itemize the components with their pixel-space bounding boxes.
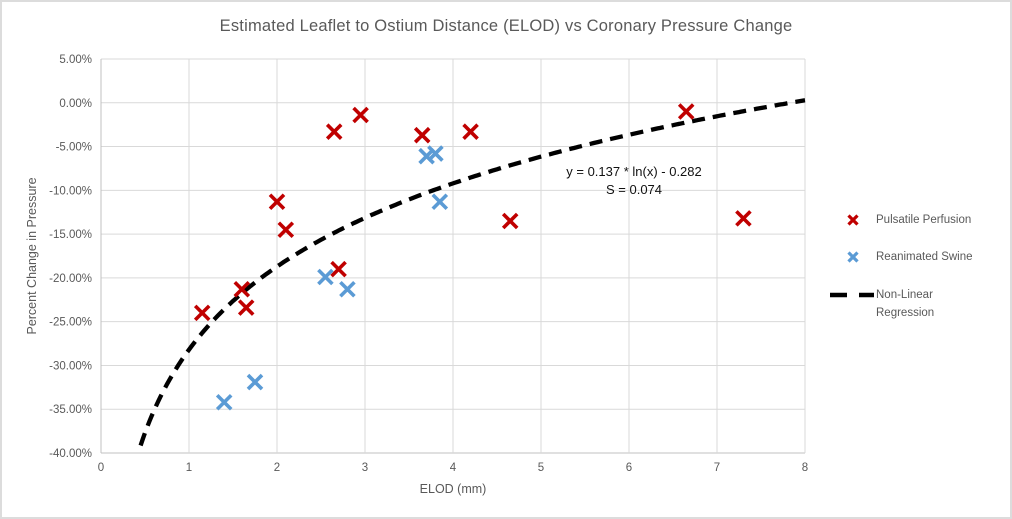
x-tick-label: 6 [626, 462, 632, 474]
y-tick-label: -5.00% [56, 142, 92, 154]
x-tick-label: 8 [802, 462, 808, 474]
y-tick-label: 0.00% [59, 98, 92, 110]
legend-label-pulsatile: Pulsatile Perfusion [876, 214, 972, 226]
y-axis-title: Percent Change in Pressure [25, 177, 39, 335]
data-point-x-marker [277, 221, 295, 239]
y-tick-label: -10.00% [49, 185, 92, 197]
regression-s-value: S = 0.074 [605, 182, 663, 197]
data-point-x-marker [427, 145, 444, 162]
legend-item-reanimated: Reanimated Swine [846, 250, 973, 264]
data-point-x-marker [193, 304, 211, 322]
y-tick-label: -35.00% [49, 404, 92, 416]
data-point-x-marker [352, 106, 369, 124]
data-point-x-marker [735, 210, 752, 227]
data-point-x-marker [431, 193, 449, 210]
y-tick-label: -20.00% [49, 273, 92, 285]
x-tick-label: 0 [98, 462, 104, 474]
x-axis-title: ELOD (mm) [419, 482, 487, 496]
x-tick-label: 3 [362, 462, 368, 474]
x-tick-label: 4 [450, 462, 457, 474]
data-point-x-marker [462, 123, 479, 140]
data-point-x-marker [413, 126, 431, 144]
data-point-x-marker [330, 260, 347, 278]
data-point-x-marker [677, 103, 695, 120]
chart-title: Estimated Leaflet to Ostium Distance (EL… [219, 17, 793, 35]
y-tick-label: -25.00% [49, 317, 92, 329]
data-point-x-marker [339, 280, 356, 298]
data-point-x-marker [237, 299, 255, 316]
pulsatile-x-icon [847, 214, 859, 226]
data-point-x-marker [246, 373, 264, 391]
reanimated-x-icon [847, 251, 859, 263]
x-tick-label: 5 [538, 462, 544, 474]
legend-item-pulsatile: Pulsatile Perfusion [846, 213, 971, 227]
x-tick-label: 1 [186, 462, 192, 474]
data-point-x-marker [325, 123, 343, 140]
data-point-x-marker [501, 212, 519, 230]
data-point-x-marker [317, 268, 334, 286]
regression-annotation: y = 0.137 * ln(x) - 0.282 S = 0.074 [519, 163, 749, 199]
legend-item-regression: Non-Linear Regression [876, 286, 934, 322]
data-point-x-marker [268, 193, 286, 210]
legend-label-regression-line2: Regression [876, 307, 935, 319]
y-tick-label: -40.00% [49, 448, 92, 460]
y-tick-label: 5.00% [59, 54, 92, 66]
regression-curve [138, 98, 806, 447]
legend-label-reanimated: Reanimated Swine [876, 251, 973, 263]
regression-equation: y = 0.137 * ln(x) - 0.282 [566, 164, 702, 179]
x-tick-label: 7 [714, 462, 720, 474]
data-point-x-marker [233, 280, 251, 298]
y-tick-label: -30.00% [49, 360, 92, 372]
data-point-x-marker [215, 393, 233, 411]
y-tick-label: -15.00% [49, 229, 92, 241]
x-tick-label: 2 [274, 462, 280, 474]
legend-label-regression-line1: Non-Linear [876, 289, 933, 301]
regression-dash-icon [830, 292, 874, 298]
